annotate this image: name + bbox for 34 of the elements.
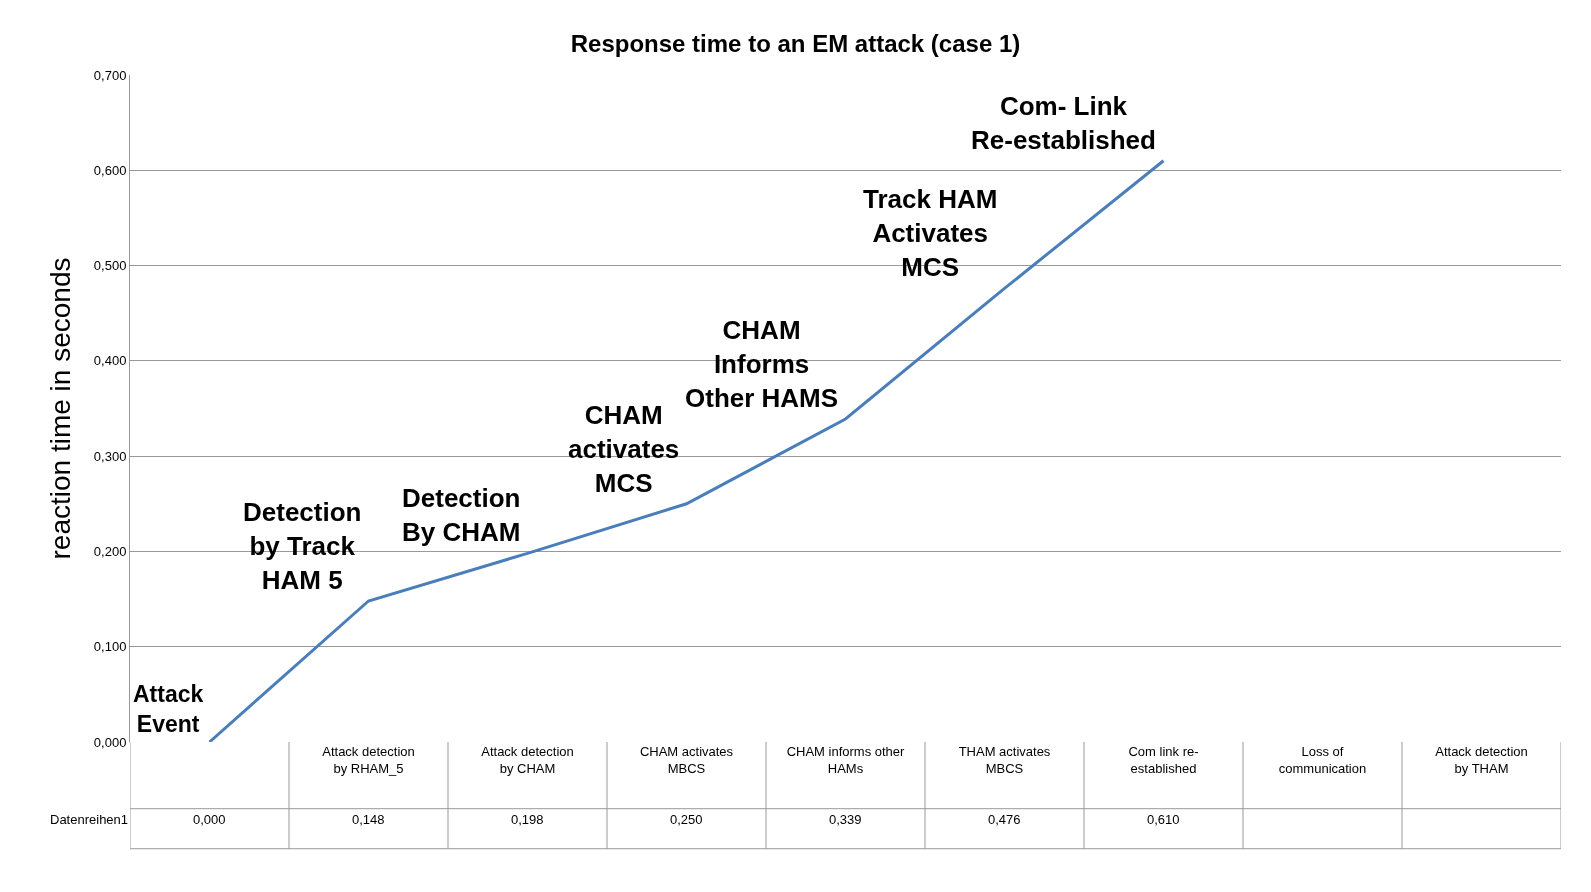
annotation: Attack Event (133, 681, 204, 737)
data-label: 0,148 (352, 812, 385, 827)
data-label: 0,000 (193, 812, 226, 827)
annotation: Track HAM Activates MCS (863, 184, 998, 282)
annotation: CHAM activates MCS (568, 400, 680, 498)
y-tick-label: 0,000 (93, 734, 127, 750)
x-tick-label: THAM activates MBCS (958, 744, 1051, 776)
y-tick-label: 0,400 (93, 353, 127, 369)
x-tick-label: CHAM informs other HAMs (786, 744, 906, 776)
data-label: 0,198 (511, 812, 544, 827)
y-tick-label: 0,200 (93, 543, 127, 559)
annotation: Com- Link Re-established (971, 91, 1156, 155)
y-tick-label: 0,700 (93, 67, 127, 83)
annotation: CHAM Informs Other HAMS (685, 315, 839, 413)
text: Datenreihen1 (50, 812, 129, 827)
y-tick-label: 0,500 (93, 258, 127, 274)
annotation: Detection By CHAM (402, 483, 521, 547)
data-label: 0,339 (829, 812, 862, 827)
data-label: 0,476 (988, 812, 1021, 827)
y-tick-label: 0,300 (93, 448, 127, 464)
y-tick-label: 0,600 (93, 162, 127, 178)
annotation: Detection by Track HAM 5 (243, 497, 362, 595)
x-tick-label: Com link re- established (1128, 744, 1199, 776)
line-series (208, 159, 1165, 742)
x-tick-label: Attack detection by THAM (1435, 744, 1528, 776)
data-label: 0,250 (670, 812, 703, 827)
x-tick-label: Attack detection by CHAM (481, 744, 574, 776)
chart-title: Response time to an EM attack (case 1) (570, 30, 1021, 58)
x-tick-label: CHAM activates MBCS (639, 744, 734, 776)
y-tick-label: 0,100 (93, 639, 127, 655)
y-axis-title: reaction time in seconds (44, 257, 76, 560)
x-tick-label: Loss of communication (1278, 744, 1367, 776)
data-label: 0,610 (1147, 812, 1180, 827)
x-tick-label: Attack detection by RHAM_5 (322, 744, 415, 776)
